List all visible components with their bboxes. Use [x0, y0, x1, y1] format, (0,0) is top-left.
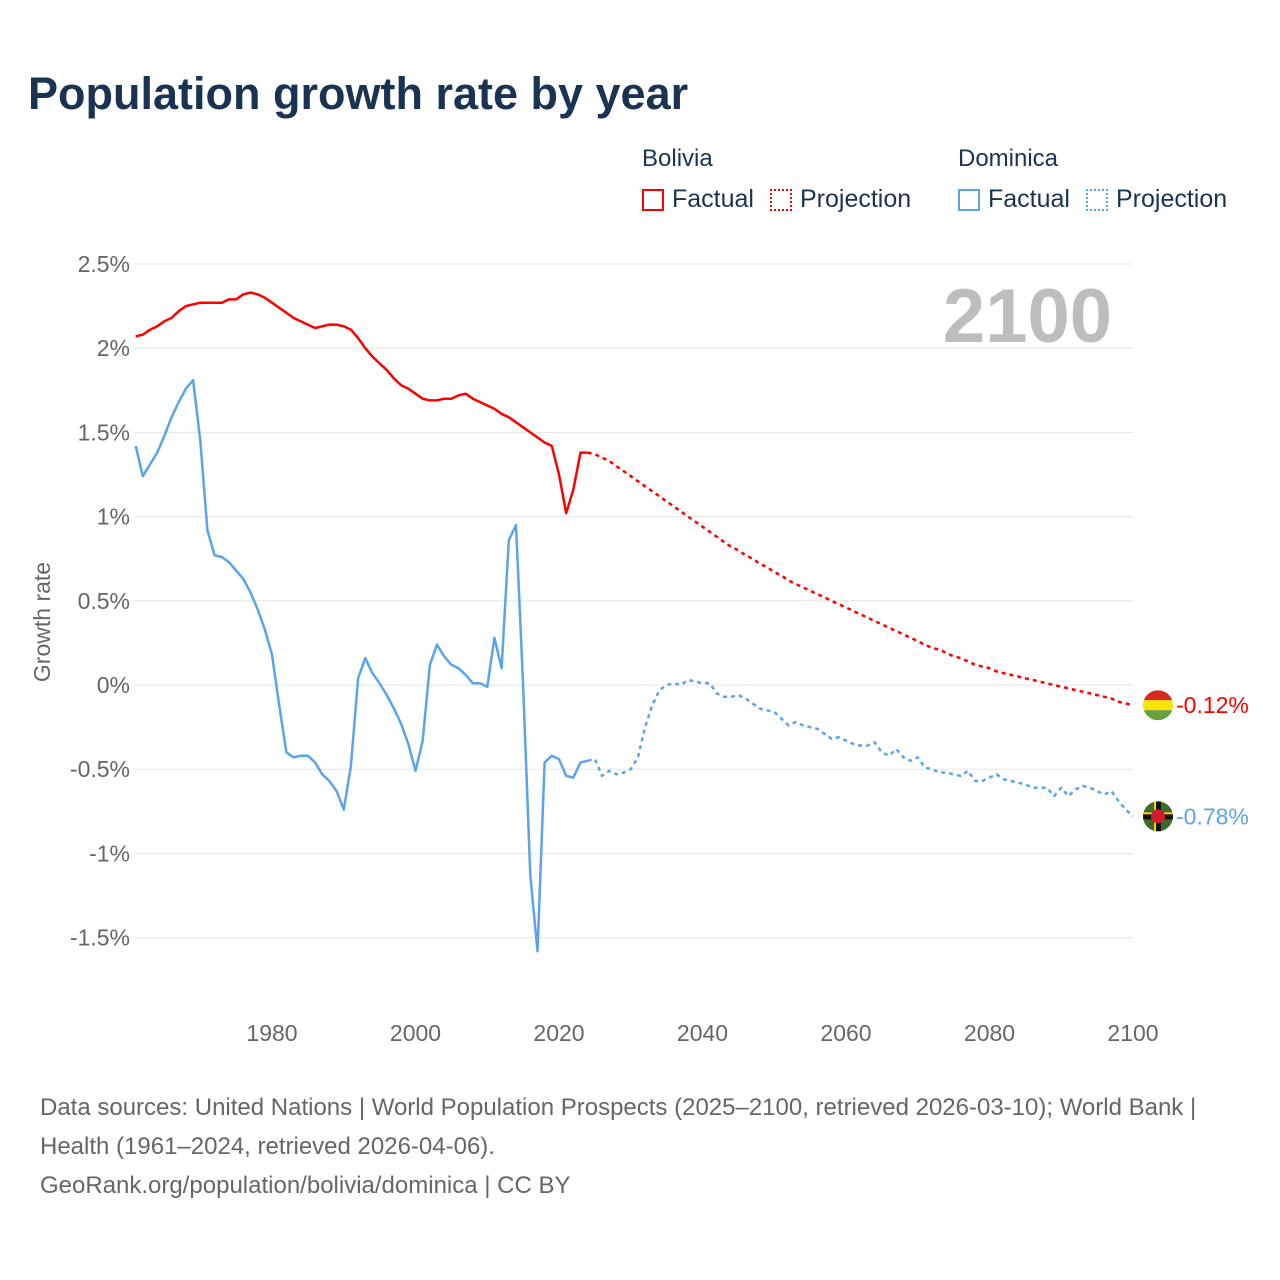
legend-bolivia-factual[interactable]: Factual — [642, 185, 754, 214]
x-tick-label: 2020 — [533, 1020, 584, 1046]
legend-country-label: Dominica — [958, 145, 1059, 172]
legend-label: Factual — [988, 185, 1070, 213]
y-tick-label: 0% — [97, 672, 130, 698]
flag-disc — [1151, 809, 1165, 824]
legend-dominica-projection[interactable]: Projection — [1085, 185, 1228, 214]
y-tick-label: 0.5% — [78, 588, 130, 614]
credit-link[interactable]: GeoRank.org/population/bolivia/dominica … — [40, 1172, 571, 1199]
legend-swatch-solid — [958, 188, 980, 211]
bolivia-flag-icon — [1143, 690, 1173, 721]
legend-label: Projection — [1115, 185, 1228, 213]
x-tick-label: 2060 — [820, 1020, 871, 1046]
y-tick-label: -1% — [89, 840, 130, 866]
year-display: 2100 — [943, 274, 1112, 359]
y-tick-label: -1.5% — [70, 925, 130, 951]
legend-bolivia: Bolivia Factual Projection — [642, 145, 927, 214]
footer: Data sources: United Nations | World Pop… — [40, 1088, 1240, 1205]
legend-dominica: Dominica Factual Projection — [958, 145, 1243, 214]
chart-title: Population growth rate by year — [28, 68, 689, 119]
bolivia-factual-line — [135, 291, 588, 515]
y-tick-label: -0.5% — [70, 756, 130, 782]
data-sources: Data sources: United Nations | World Pop… — [40, 1094, 1197, 1160]
legend-swatch-solid — [642, 188, 664, 211]
flag-stripe-yellow — [1143, 700, 1173, 711]
dominica-projection-line — [587, 678, 1134, 818]
x-tick-label: 2080 — [964, 1020, 1015, 1046]
y-tick-label: 1.5% — [78, 419, 130, 445]
legend-label: Factual — [672, 185, 754, 213]
flag-graphic — [1143, 801, 1173, 832]
flag-stripe-green — [1143, 710, 1173, 721]
legend-dominica-factual[interactable]: Factual — [958, 185, 1070, 214]
dominica-flag-icon — [1143, 801, 1173, 832]
x-tick-label: 2100 — [1107, 1020, 1158, 1046]
dominica-end-label: -0.78% — [1176, 803, 1249, 829]
y-tick-label: 2% — [97, 335, 130, 361]
legend-label: Projection — [799, 185, 912, 213]
y-tick-label: 1% — [97, 504, 130, 530]
y-axis-label: Growth rate — [29, 562, 55, 682]
x-tick-label: 2000 — [390, 1020, 441, 1046]
flag-graphic — [1143, 690, 1173, 721]
legend-country-label: Bolivia — [642, 145, 713, 172]
bolivia-projection-line — [587, 451, 1134, 707]
bolivia-end-label: -0.12% — [1176, 692, 1249, 718]
legend-bolivia-projection[interactable]: Projection — [769, 185, 912, 214]
dominica-factual-line — [134, 378, 588, 953]
y-tick-label: 2.5% — [78, 251, 130, 277]
flag-stripe-red — [1143, 690, 1173, 701]
legend-swatch-dotted — [769, 188, 792, 211]
x-tick-label: 1980 — [246, 1020, 297, 1046]
x-tick-label: 2040 — [677, 1020, 728, 1046]
legend-swatch-dotted — [1085, 188, 1108, 211]
